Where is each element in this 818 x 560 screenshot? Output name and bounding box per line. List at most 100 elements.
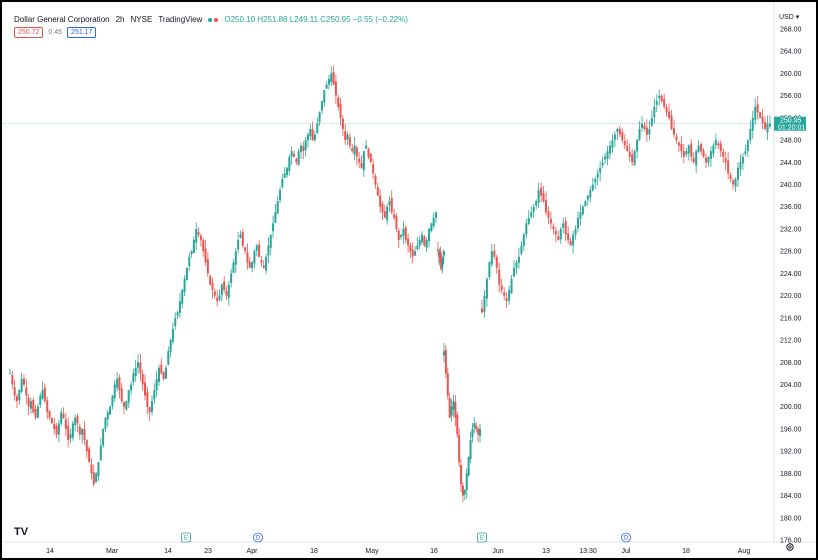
earnings-event-icon[interactable] xyxy=(181,532,191,543)
candle-body xyxy=(446,373,449,396)
candle-body xyxy=(144,382,147,396)
candle-body xyxy=(83,429,86,441)
earnings-event-icon[interactable] xyxy=(477,532,487,543)
candle-body xyxy=(460,465,463,485)
candle-body xyxy=(130,384,133,391)
candle-body xyxy=(132,373,135,382)
candle-body xyxy=(495,256,498,268)
candle-body xyxy=(369,153,372,163)
candle-body xyxy=(74,417,77,426)
candle-body xyxy=(530,212,533,217)
candle-body xyxy=(81,428,84,435)
y-tick-label: 232.00 xyxy=(780,226,802,233)
interval-label[interactable]: 2h xyxy=(115,15,125,24)
y-tick-label: 180.00 xyxy=(780,515,802,522)
candle-body xyxy=(48,411,51,418)
y-tick-label: 260.00 xyxy=(780,71,802,78)
event-label: D xyxy=(624,536,629,542)
candle-body xyxy=(670,115,673,129)
candle-body xyxy=(269,234,272,248)
candle-body xyxy=(327,78,330,85)
candle-body xyxy=(737,167,739,180)
candle-body xyxy=(500,285,503,291)
candle-body xyxy=(564,220,567,235)
candle-body xyxy=(244,247,247,252)
candle-body xyxy=(69,434,72,439)
x-tick-label: Mar xyxy=(106,548,119,555)
candle-body xyxy=(552,226,555,229)
candle-body xyxy=(443,251,445,255)
y-tick-label: 220.00 xyxy=(780,293,802,300)
candle-body xyxy=(99,445,102,461)
candle-body xyxy=(673,128,675,135)
candle-body xyxy=(695,151,698,166)
candle-body xyxy=(323,90,326,103)
event-label: D xyxy=(256,536,261,542)
currency-selector[interactable]: USD ▾ xyxy=(779,13,799,21)
candle-body xyxy=(749,128,752,141)
candle-body xyxy=(223,281,226,291)
candle-body xyxy=(379,195,382,207)
candle-body xyxy=(638,128,641,140)
candle-body xyxy=(339,104,342,118)
candle-body xyxy=(537,190,540,203)
candle-body xyxy=(456,414,459,435)
time-axis[interactable]: 14 Mar 14 23 Apr 18 May 16 Jun 13 13:30 Jul 18 Aug xyxy=(46,548,750,555)
candle-body xyxy=(302,145,305,152)
candle-body xyxy=(594,178,597,183)
market-status-icon[interactable] xyxy=(208,17,219,22)
candle-body xyxy=(151,401,153,412)
price-axis[interactable]: 268.00264.00260.00256.00252.00248.00244.… xyxy=(780,27,802,545)
candle-body xyxy=(503,292,506,296)
dividend-event-icon[interactable] xyxy=(253,532,263,543)
candle-body xyxy=(463,490,466,495)
candle-body xyxy=(139,362,142,374)
candle-body xyxy=(260,260,263,263)
candle-body xyxy=(88,448,91,463)
candle-body xyxy=(616,128,619,132)
candle-body xyxy=(741,156,744,164)
candle-body xyxy=(246,252,249,263)
candle-body xyxy=(465,473,468,491)
buy-button[interactable]: 251.17 xyxy=(67,27,97,38)
candle-body xyxy=(18,390,21,401)
candle-body xyxy=(160,364,163,374)
candle-body xyxy=(756,104,759,113)
candle-body xyxy=(734,178,737,187)
gear-icon[interactable] xyxy=(786,543,794,551)
candle-body xyxy=(248,261,251,268)
last-price-countdown: 01:20:01 xyxy=(778,125,805,132)
candle-body xyxy=(267,245,270,256)
x-tick-label: Apr xyxy=(247,548,259,555)
dividend-event-icon[interactable] xyxy=(621,532,631,543)
candle-body xyxy=(353,145,356,155)
candle-body xyxy=(334,81,337,96)
tradingview-logo-icon[interactable]: TV xyxy=(14,526,29,538)
candle-body xyxy=(113,384,116,399)
candle-body xyxy=(313,134,316,141)
symbol-name[interactable]: Dollar General Corporation xyxy=(14,15,110,24)
candle-body xyxy=(732,180,735,185)
x-tick-label: Aug xyxy=(738,548,751,555)
candle-body xyxy=(498,269,501,285)
candle-body xyxy=(650,117,653,126)
candle-body xyxy=(535,201,538,206)
candle-body xyxy=(452,401,455,410)
candle-body xyxy=(167,351,170,365)
candle-body xyxy=(428,228,431,242)
candle-body xyxy=(9,373,11,375)
y-tick-label: 204.00 xyxy=(780,382,802,389)
sell-button[interactable]: 250.72 xyxy=(14,27,44,38)
candle-body xyxy=(206,259,209,274)
candle-body xyxy=(432,217,435,227)
candle-body xyxy=(527,217,530,224)
candle-body xyxy=(118,377,121,391)
candle-body xyxy=(330,73,333,83)
candle-body xyxy=(591,184,594,191)
candle-body xyxy=(589,190,592,198)
candle-body xyxy=(675,136,678,141)
x-tick-label: 23 xyxy=(204,548,212,555)
candle-body xyxy=(579,212,582,219)
